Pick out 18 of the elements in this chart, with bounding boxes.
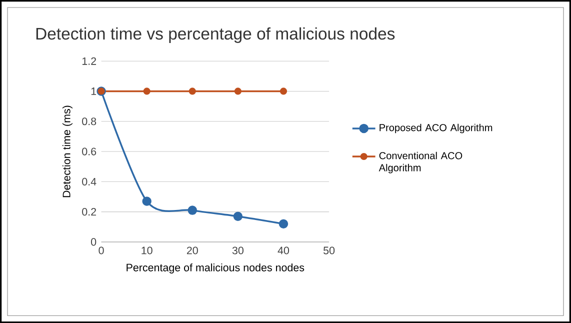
- x-tick-label: 0: [98, 246, 104, 254]
- y-axis-title: Detection time (ms): [62, 106, 72, 198]
- chart-title: Detection time vs percentage of malicious nodes: [36, 27, 395, 43]
- y-tick-label: 0.6: [82, 148, 96, 156]
- legend-label: Conventional ACO Algorithm: [378, 152, 462, 174]
- x-tick-label: 20: [186, 246, 198, 254]
- y-tick-label: 0.2: [82, 208, 96, 216]
- x-axis-title: Percentage of malicious nodes nodes: [126, 263, 304, 274]
- y-tick-label: 0.8: [82, 118, 96, 126]
- x-tick-label: 50: [324, 246, 335, 254]
- y-tick-label: 0: [91, 238, 96, 246]
- y-tick-label: 1: [91, 87, 96, 95]
- legend-label: Proposed ACO Algorithm: [380, 124, 492, 134]
- x-tick-label: 10: [142, 246, 152, 254]
- x-tick-label: 40: [278, 246, 290, 254]
- y-tick-label: 0.4: [82, 178, 96, 186]
- x-tick-label: 30: [232, 246, 244, 254]
- y-tick-label: 1.2: [82, 57, 96, 65]
